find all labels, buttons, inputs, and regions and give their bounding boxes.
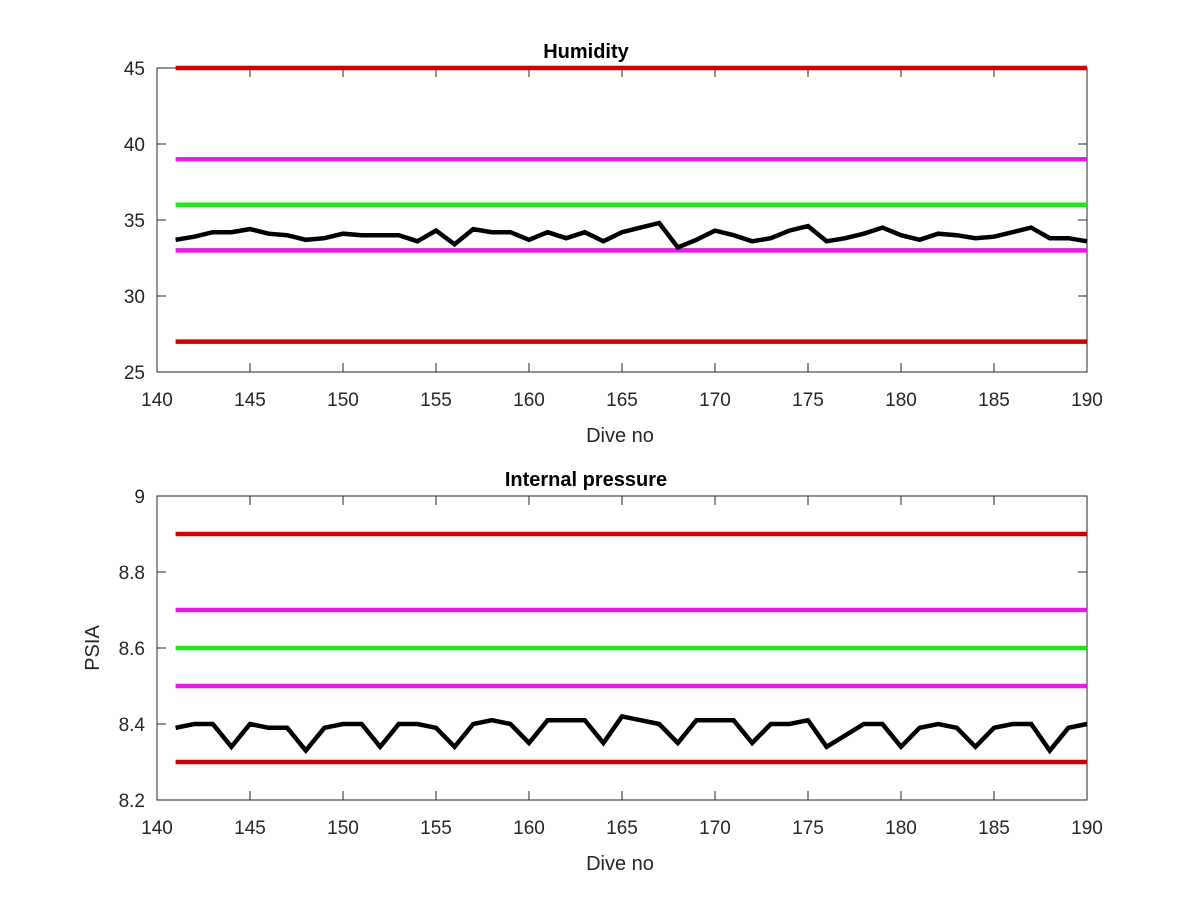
x-tick-label: 160 bbox=[513, 390, 545, 411]
y-tick-label: 9 bbox=[134, 487, 145, 508]
x-tick-label: 170 bbox=[699, 818, 731, 839]
x-tick-label: 140 bbox=[141, 818, 173, 839]
chart-title: Internal pressure bbox=[505, 469, 667, 491]
y-tick-label: 35 bbox=[124, 211, 145, 232]
x-tick-label: 185 bbox=[978, 390, 1010, 411]
x-tick-label: 165 bbox=[606, 818, 638, 839]
x-tick-label: 145 bbox=[234, 390, 266, 411]
x-tick-label: 145 bbox=[234, 818, 266, 839]
y-tick-label: 8.6 bbox=[119, 639, 145, 660]
x-tick-label: 175 bbox=[792, 818, 824, 839]
x-tick-label: 190 bbox=[1071, 390, 1103, 411]
chart-panel-2: 140 145 150 155 160 165 170 175 180 185 190 8.2 8.4 8… bbox=[82, 469, 1103, 875]
y-tick-label: 8.4 bbox=[119, 715, 146, 736]
x-tick-label: 190 bbox=[1071, 818, 1103, 839]
plot-area bbox=[156, 67, 1088, 373]
x-tick-label: 155 bbox=[420, 390, 452, 411]
x-tick-label: 155 bbox=[420, 818, 452, 839]
x-tick-label: 165 bbox=[606, 390, 638, 411]
series-line bbox=[175, 220, 1088, 251]
y-tick-label: 45 bbox=[124, 59, 145, 80]
y-tick-label: 30 bbox=[124, 287, 145, 308]
series-line bbox=[175, 713, 1088, 755]
y-tick-label: 8.8 bbox=[119, 563, 145, 584]
x-tick-label: 160 bbox=[513, 818, 545, 839]
x-tick-label: 180 bbox=[885, 390, 917, 411]
y-axis-label: PSIA bbox=[82, 625, 104, 671]
x-tick-label: 180 bbox=[885, 818, 917, 839]
x-tick-label: 150 bbox=[327, 390, 359, 411]
x-axis-label: Dive no bbox=[586, 425, 654, 447]
chart-panel-1: 140 145 150 155 160 165 170 175 180 185 190 25 30 35 4… bbox=[124, 41, 1103, 447]
x-tick-label: 150 bbox=[327, 818, 359, 839]
chart-title: Humidity bbox=[543, 41, 629, 63]
x-tick-label: 185 bbox=[978, 818, 1010, 839]
y-tick-label: 40 bbox=[124, 135, 145, 156]
x-axis-label: Dive no bbox=[586, 853, 654, 875]
x-tick-label: 170 bbox=[699, 390, 731, 411]
x-tick-label: 175 bbox=[792, 390, 824, 411]
x-tick-label: 140 bbox=[141, 390, 173, 411]
y-tick-label: 25 bbox=[124, 363, 145, 384]
y-tick-label: 8.2 bbox=[119, 791, 145, 812]
